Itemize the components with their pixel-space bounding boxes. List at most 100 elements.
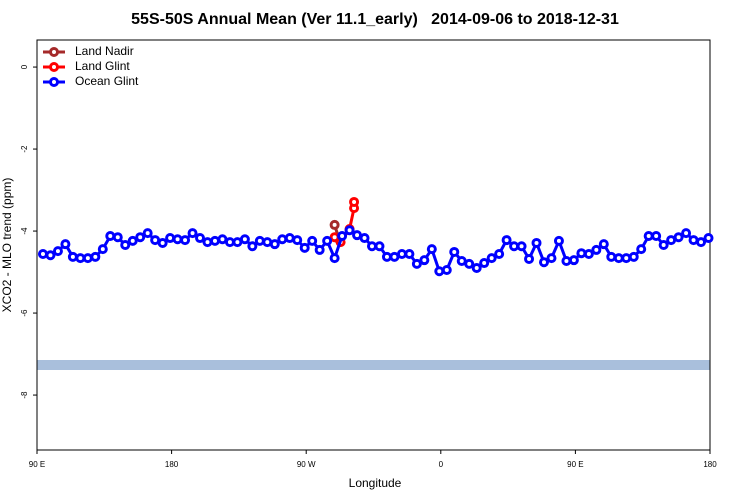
point [277,234,288,245]
point [97,244,108,255]
x-tick-label: 180 [165,460,179,469]
point [583,249,594,260]
point [337,230,348,241]
point [389,251,400,262]
y-tick-label: 0 [20,64,29,69]
point [344,225,355,236]
point [349,196,360,207]
point [516,241,527,252]
point [651,230,662,241]
point [157,237,168,248]
point [658,240,669,250]
point [456,255,467,266]
point [636,244,647,255]
point [621,253,632,264]
point [90,251,101,262]
point [135,232,146,243]
point [284,233,295,244]
x-tick-label: 90 E [29,460,45,469]
point [359,233,370,244]
chart-title: 55S-50S Annual Mean (Ver 11.1_early) 201… [131,11,619,28]
point [172,234,183,245]
point [52,246,63,257]
point [479,258,490,269]
point [180,235,191,246]
plot-frame [36,39,711,451]
x-tick-label: 90 W [297,460,316,469]
point [434,266,445,277]
point [367,241,378,252]
legend-marker [49,62,59,72]
point [673,232,684,243]
point [120,240,131,250]
point [329,253,340,264]
point [67,251,78,262]
point [419,255,430,266]
point [352,230,363,241]
point [696,237,707,248]
point [553,235,564,246]
point [576,248,587,259]
point [105,230,116,241]
point [37,249,48,260]
point [299,242,310,253]
point [381,251,392,262]
point [666,235,677,246]
point [269,239,280,250]
point [150,235,161,246]
y-tick-label: -2 [20,145,29,153]
point [224,237,235,248]
x-tick-label: 90 E [567,460,583,469]
point [314,244,325,255]
point [329,219,340,230]
point [217,234,228,245]
y-tick-label: -6 [20,309,29,317]
point [531,237,542,248]
point [307,235,318,246]
point [202,237,213,248]
point [112,232,123,243]
point [606,251,617,262]
point [464,258,475,269]
point [688,235,699,246]
point [374,241,385,252]
point [165,233,176,244]
point [561,255,572,266]
point [509,241,520,252]
point [501,235,512,246]
x-tick-label: 0 [439,460,444,469]
point [449,246,460,257]
point [60,239,71,250]
point [628,251,639,262]
legend-label: Ocean Glint [75,74,139,88]
point [471,262,482,273]
x-axis-label: Longitude [349,476,402,490]
point [441,265,452,276]
point [142,228,153,239]
point [82,253,93,264]
y-axis-label: XCO2 - MLO trend (ppm) [0,178,14,313]
point [486,253,497,264]
point [232,237,243,248]
point [538,257,549,268]
point [45,250,56,261]
point [75,253,86,264]
legend-marker [49,77,59,87]
point [703,233,714,244]
point [411,258,422,269]
point [613,253,624,264]
point [127,235,138,246]
point [598,239,609,250]
legend-marker [49,47,59,57]
point [239,234,250,245]
legend-label: Land Glint [75,59,130,73]
point [591,244,602,255]
point [404,249,415,260]
point [396,249,407,260]
legend-label: Land Nadir [75,44,134,58]
point [643,230,654,241]
surface-band [37,360,710,370]
x-tick-label: 180 [703,460,717,469]
y-tick-label: -4 [20,227,29,235]
point [187,228,198,239]
